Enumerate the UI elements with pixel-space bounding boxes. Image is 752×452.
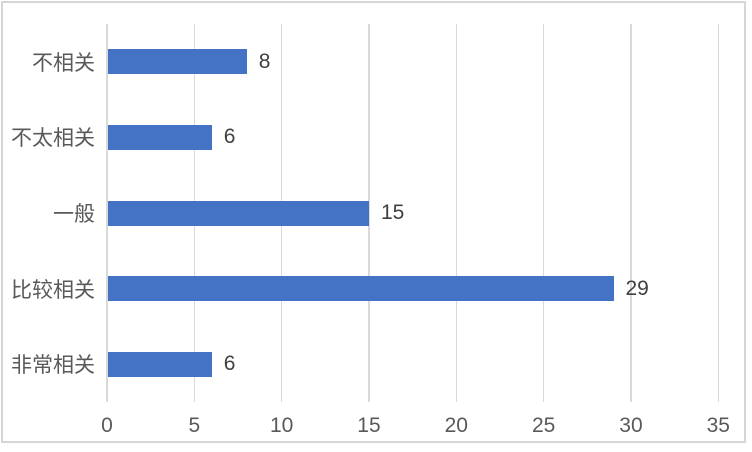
- data-label-比较相关: 29: [625, 276, 649, 300]
- gridline-x-20: [455, 24, 458, 402]
- gridline-x-0: [106, 24, 108, 402]
- category-label-比较相关: 比较相关: [11, 278, 95, 302]
- x-axis-tick-label: 25: [531, 414, 556, 437]
- bar-不相关: [108, 49, 247, 75]
- x-axis-tick-label: 10: [269, 414, 294, 437]
- x-axis-tick-label: 0: [101, 414, 113, 437]
- category-label-一般: 一般: [53, 203, 95, 226]
- data-label-非常相关: 6: [223, 352, 236, 376]
- x-axis-tick-label: 30: [619, 414, 643, 437]
- gridline-x-15: [368, 24, 370, 402]
- x-axis-tick-label: 20: [444, 414, 468, 437]
- category-label-非常相关: 非常相关: [11, 354, 95, 378]
- bar-比较相关: [108, 276, 614, 302]
- x-axis-tick-label: 5: [188, 414, 201, 437]
- bar-非常相关: [108, 351, 212, 377]
- gridline-x-25: [542, 24, 545, 402]
- data-label-不相关: 8: [258, 49, 271, 73]
- data-label-不太相关: 6: [223, 125, 236, 149]
- data-label-一般: 15: [380, 201, 405, 224]
- bar-一般: [108, 200, 369, 226]
- gridline-x-35: [717, 24, 720, 402]
- category-label-不相关: 不相关: [32, 51, 95, 75]
- category-label-不太相关: 不太相关: [11, 127, 95, 151]
- x-axis-tick-label: 35: [706, 414, 730, 437]
- x-axis-tick-label: 15: [357, 414, 381, 437]
- gridline-x-30: [630, 24, 632, 402]
- bar-不太相关: [108, 124, 212, 150]
